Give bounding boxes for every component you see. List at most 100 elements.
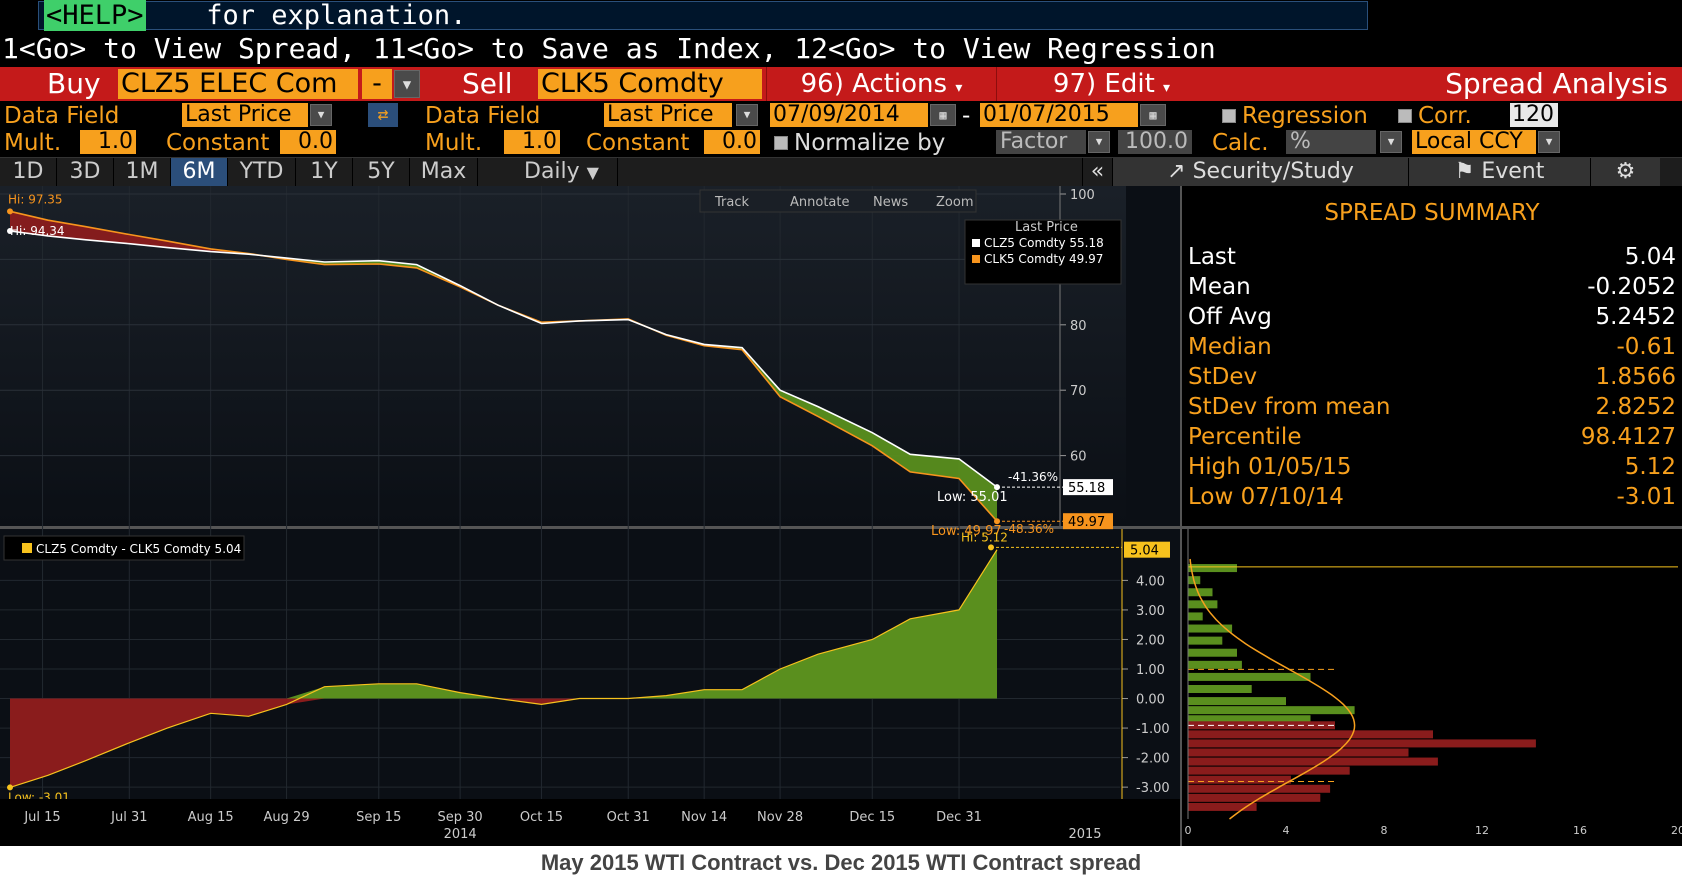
- period-6m[interactable]: 6M: [171, 158, 228, 186]
- track-tool[interactable]: Track: [714, 195, 749, 210]
- summary-key: Off Avg: [1188, 304, 1272, 330]
- spread-legend: CLZ5 Comdty - CLK5 Comdty 5.04: [3, 535, 245, 561]
- sell-ticker-field[interactable]: CLK5 Comdty: [538, 69, 762, 99]
- normalize-factor-select[interactable]: Factor: [996, 130, 1086, 154]
- summary-row: High 01/05/15 5.12: [1188, 451, 1676, 483]
- command-input[interactable]: [38, 1, 1368, 30]
- distribution-bar: [1188, 757, 1438, 766]
- calc-label: Calc.: [1212, 130, 1269, 156]
- help-key: <HELP>: [44, 0, 146, 31]
- buy-sign-field[interactable]: -: [362, 69, 392, 99]
- annotate-tool[interactable]: Annotate: [790, 195, 849, 210]
- period-5y[interactable]: 5Y: [353, 158, 410, 186]
- calc-dropdown-icon[interactable]: ▼: [1380, 131, 1402, 153]
- period-1y[interactable]: 1Y: [296, 158, 353, 186]
- histogram-x-tick-label: 20: [1671, 824, 1682, 837]
- end-date-field[interactable]: 01/07/2015: [980, 103, 1138, 127]
- chart-svg[interactable]: 10090807060 4.003.002.001.000.00-1.00-2.…: [0, 186, 1180, 846]
- currency-dropdown-icon[interactable]: ▼: [1538, 131, 1560, 153]
- summary-row: Percentile 98.4127: [1188, 421, 1676, 453]
- sell-constant-field[interactable]: 0.0: [704, 130, 760, 154]
- zoom-tool[interactable]: Zoom: [936, 195, 973, 210]
- actions-menu[interactable]: 96) Actions ▾: [766, 67, 996, 101]
- corr-window-field[interactable]: 120: [1510, 103, 1558, 127]
- security-study-label: Security/Study: [1192, 159, 1354, 184]
- sell-field-dropdown-icon[interactable]: ▼: [736, 104, 758, 126]
- summary-value: 5.2452: [1595, 304, 1676, 330]
- distribution-bar: [1188, 636, 1223, 645]
- spread-area-positive: [10, 549, 997, 699]
- price-legend: Last Price CLZ5 Comdty 55.18 CLK5 Comdty…: [964, 219, 1122, 285]
- distribution-bar: [1188, 624, 1233, 633]
- last-marker-clk5: [994, 518, 1000, 525]
- summary-key: StDev from mean: [1188, 394, 1391, 420]
- start-date-field[interactable]: 07/09/2014: [770, 103, 928, 127]
- date-separator: -: [962, 103, 971, 129]
- buy-field-dropdown-icon[interactable]: ▼: [310, 104, 332, 126]
- chart-tools-bg: [699, 189, 977, 213]
- start-calendar-icon[interactable]: ▦: [930, 104, 956, 126]
- distribution-bar: [1188, 648, 1237, 657]
- collapse-panel-icon[interactable]: «: [1082, 158, 1112, 186]
- edit-menu[interactable]: 97) Edit ▾: [996, 67, 1226, 101]
- interval-select[interactable]: Daily ▼: [478, 158, 618, 186]
- summary-row: StDev 1.8566: [1188, 361, 1676, 393]
- year-label-2015: 2015: [1068, 827, 1101, 842]
- spread-tick-label: 1.00: [1136, 663, 1165, 678]
- command-line[interactable]: <HELP> for explanation.: [0, 0, 1682, 31]
- x-tick-label: Sep 30: [438, 810, 483, 825]
- spread-summary-panel: SPREAD SUMMARY Last 5.04 Mean -0.2052 Off Av…: [1180, 186, 1682, 526]
- distribution-bar: [1188, 672, 1311, 681]
- distribution-bar: [1188, 793, 1321, 802]
- distribution-bar: [1188, 588, 1213, 597]
- gear-icon[interactable]: ⚙: [1590, 158, 1660, 186]
- period-ytd[interactable]: YTD: [228, 158, 296, 186]
- price-legend-title: Last Price: [1015, 220, 1078, 235]
- news-tool[interactable]: News: [873, 195, 908, 210]
- buy-constant-field[interactable]: 0.0: [280, 130, 336, 154]
- period-max[interactable]: Max: [410, 158, 478, 186]
- sell-mult-label: Mult.: [425, 130, 483, 156]
- spread-last-tag: 5.04: [1130, 544, 1159, 559]
- spread-last-tag-bg: [1124, 541, 1170, 558]
- spread-legend-bg: [3, 535, 245, 561]
- sell-mult-field[interactable]: 1.0: [504, 130, 560, 154]
- factor-value-field[interactable]: 100.0: [1118, 130, 1192, 154]
- spread-tick-label: -2.00: [1136, 752, 1170, 767]
- distribution-bar: [1188, 784, 1331, 793]
- period-3d[interactable]: 3D: [57, 158, 114, 186]
- flag-icon: ⚑: [1454, 159, 1475, 184]
- buy-data-field-select[interactable]: Last Price: [182, 103, 308, 127]
- buy-constant-label: Constant: [166, 130, 270, 156]
- factor-dropdown-icon[interactable]: ▼: [1088, 131, 1110, 153]
- buy-ticker-field[interactable]: CLZ5 ELEC Com: [118, 69, 358, 99]
- buy-label: Buy: [47, 67, 101, 100]
- period-1d[interactable]: 1D: [0, 158, 57, 186]
- buy-mult-field[interactable]: 1.0: [80, 130, 136, 154]
- regression-checkbox[interactable]: [1222, 109, 1236, 123]
- end-calendar-icon[interactable]: ▦: [1140, 104, 1166, 126]
- histogram-x-tick-label: 12: [1475, 824, 1489, 837]
- summary-value: -0.61: [1616, 334, 1676, 360]
- calc-select[interactable]: %: [1286, 130, 1376, 154]
- normalize-checkbox[interactable]: [774, 136, 788, 150]
- corr-checkbox[interactable]: [1398, 109, 1412, 123]
- security-study-tab[interactable]: ↗ Security/Study: [1112, 158, 1408, 186]
- low-label-clz5: Low: 55.01: [937, 490, 1008, 505]
- swap-icon[interactable]: ⇄: [368, 103, 398, 127]
- sell-data-field-select[interactable]: Last Price: [604, 103, 732, 127]
- price-legend-bg: [964, 219, 1122, 285]
- period-1m[interactable]: 1M: [114, 158, 171, 186]
- legend-swatch-clz5: [972, 239, 980, 247]
- summary-key: Last: [1188, 244, 1236, 270]
- summary-row: StDev from mean 2.8252: [1188, 391, 1676, 423]
- event-tab[interactable]: ⚑ Event: [1408, 158, 1590, 186]
- normal-curve: [1189, 558, 1356, 820]
- sell-label: Sell: [462, 67, 513, 100]
- summary-key: High 01/05/15: [1188, 454, 1352, 480]
- currency-select[interactable]: Local CCY: [1412, 130, 1536, 154]
- chart-area[interactable]: 10090807060 4.003.002.001.000.00-1.00-2.…: [0, 186, 1180, 846]
- chart-icon: ↗: [1167, 159, 1186, 184]
- sign-dropdown-icon[interactable]: ▼: [394, 70, 420, 98]
- sell-constant-label: Constant: [586, 130, 690, 156]
